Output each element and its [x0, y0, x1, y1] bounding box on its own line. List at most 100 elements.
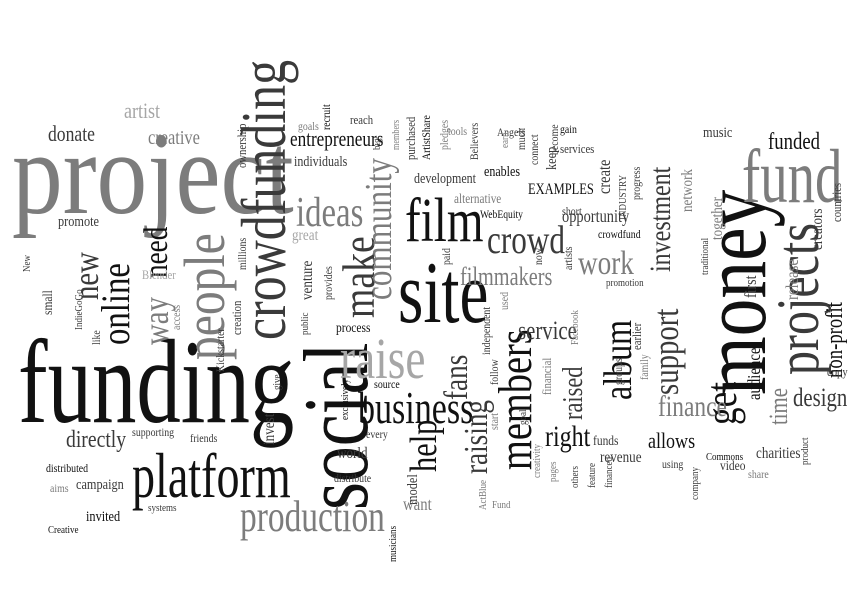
word-want: want — [403, 494, 432, 514]
word-entrepreneurs: entrepreneurs — [290, 126, 384, 151]
word-creative-cap: Creative — [48, 524, 79, 536]
word-millions: millions — [235, 237, 249, 270]
word-reach: reach — [350, 112, 374, 127]
word-countries: countries — [829, 182, 844, 222]
word-filmmakers: filmmakers — [460, 262, 553, 291]
word-individuals: individuals — [294, 154, 348, 170]
word-recruit: recruit — [319, 104, 333, 130]
word-short: short — [562, 204, 582, 218]
word-funding: funding — [18, 315, 295, 448]
word-donate: donate — [48, 121, 95, 146]
word-design: design — [793, 383, 848, 412]
word-connect: connect — [527, 134, 541, 165]
word-fund-cap: Fund — [492, 499, 511, 511]
word-paid: paid — [439, 248, 453, 265]
word-friends: friends — [190, 431, 218, 445]
word-facebook: Facebook — [569, 309, 581, 345]
word-promote: promote — [58, 214, 99, 230]
word-network: network — [679, 169, 696, 212]
word-campaign: campaign — [76, 477, 124, 493]
word-creative: creative — [148, 127, 200, 149]
word-services: services — [560, 141, 595, 156]
word-big: big — [371, 138, 383, 150]
word-film: film — [405, 187, 484, 255]
word-provides: provides — [321, 266, 335, 300]
word-raising: raising — [458, 399, 495, 474]
word-revenue: revenue — [600, 449, 642, 466]
word-newcap: New — [21, 254, 33, 272]
word-alternative: alternative — [454, 192, 502, 207]
word-pages: pages — [547, 461, 559, 482]
word-service: service — [518, 316, 577, 345]
word-music: music — [703, 125, 733, 141]
word-follow: follow — [487, 359, 501, 385]
word-fund: fund — [742, 135, 843, 219]
word-process: process — [336, 321, 371, 336]
word-much: much — [514, 128, 528, 150]
word-fans: fans — [438, 354, 475, 400]
word-product: product — [799, 437, 811, 465]
word-small: small — [41, 290, 56, 315]
word-indiegogo: IndieGoGo — [73, 289, 85, 330]
word-goals: goals — [298, 119, 319, 133]
word-believers: Believers — [467, 122, 481, 160]
word-promotion: promotion — [606, 277, 644, 289]
word-video: video — [720, 459, 746, 474]
word-creativity: creativity — [531, 443, 543, 478]
word-members-small: members — [391, 119, 402, 150]
word-supporting: supporting — [132, 425, 175, 439]
word-gain: gain — [560, 122, 577, 136]
word-time: time — [764, 388, 793, 425]
word-raise: raise — [340, 326, 426, 391]
word-platform: platform — [132, 440, 291, 511]
word-business: business — [358, 382, 474, 433]
word-creation: creation — [229, 300, 244, 335]
word-financial: financial — [539, 357, 554, 395]
word-investment: investment — [644, 166, 677, 272]
word-actblue: ActBlue — [477, 479, 489, 510]
word-crowdfund: crowdfund — [598, 227, 641, 241]
word-ownership: ownership — [234, 123, 249, 168]
word-access: access — [169, 304, 183, 330]
word-production: production — [240, 492, 385, 541]
word-right: right — [545, 420, 591, 453]
word-earlier: earlier — [629, 322, 644, 350]
word-create: create — [594, 159, 614, 194]
word-world: world — [337, 445, 368, 462]
word-source: source — [374, 377, 400, 391]
word-funds: funds — [593, 434, 619, 449]
word-exclusively: exclusively — [339, 378, 351, 420]
word-development: development — [414, 171, 476, 187]
word-feature: feature — [586, 462, 598, 488]
word-now: now — [531, 248, 545, 265]
word-commons: Commons — [706, 451, 744, 463]
word-opportunity: opportunity — [562, 206, 630, 226]
word-aims: aims — [50, 481, 69, 495]
word-traditional: traditional — [699, 237, 711, 275]
word-musicians: musicians — [387, 525, 399, 562]
word-invest: invest — [261, 413, 278, 445]
word-goal: goal — [517, 409, 529, 425]
word-crowdfunding: crowdfunding — [228, 59, 299, 341]
word-start: start — [487, 413, 501, 430]
word-together: together — [709, 197, 726, 240]
word-creators: creators — [809, 208, 826, 250]
word-ideas: ideas — [296, 190, 364, 236]
word-industry: INDUSTRY — [617, 174, 629, 220]
word-every: every — [366, 427, 388, 441]
word-family: family — [637, 354, 651, 380]
word-artist: artist — [124, 98, 161, 123]
word-give: give — [271, 374, 283, 390]
word-distribute: distribute — [334, 471, 372, 485]
word-work: work — [578, 245, 634, 282]
word-using: using — [662, 457, 684, 471]
word-share: share — [748, 467, 769, 481]
word-first: first — [741, 275, 760, 298]
word-distributed: distributed — [46, 461, 89, 475]
word-keep: keep — [544, 146, 560, 170]
word-great: great — [292, 227, 319, 244]
word-earn: earn — [499, 132, 511, 148]
word-directly: directly — [66, 427, 127, 453]
word-copy: copy — [827, 364, 848, 379]
